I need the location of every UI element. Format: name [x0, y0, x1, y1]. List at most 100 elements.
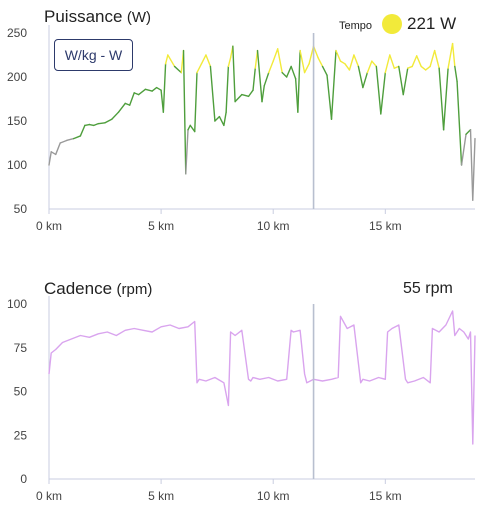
power-title-label: Puissance [44, 7, 123, 26]
power-line-segment [330, 49, 337, 120]
power-line-segment [79, 124, 86, 137]
power-line-segment [234, 93, 243, 103]
power-line-segment [344, 63, 351, 71]
power-line-segment [97, 122, 106, 125]
power-line-segment [362, 71, 369, 89]
x-tick-label: 15 km [369, 489, 402, 503]
power-line-segment [326, 74, 333, 120]
power-line-segment [389, 54, 395, 69]
power-line-segment [442, 67, 449, 131]
cadence-title-label: Cadence [44, 279, 113, 298]
power-line-segment [189, 124, 196, 133]
power-line-segment [196, 63, 203, 74]
cadence-line [48, 310, 476, 445]
power-line-segment [451, 42, 456, 68]
power-line-segment [59, 139, 68, 144]
power-line-segment [285, 65, 292, 78]
power-line-segment [194, 71, 198, 133]
power-line-segment [72, 135, 82, 140]
power-line-segment [133, 92, 140, 96]
power-line-segment [375, 65, 382, 115]
power-line-segment [290, 65, 297, 80]
power-line-segment [261, 85, 265, 103]
power-line-segment [469, 129, 474, 201]
power-line-segment [357, 65, 364, 89]
x-tick-label: 0 km [36, 489, 62, 503]
power-title-unit: (W) [126, 9, 152, 26]
power-line-segment [232, 45, 236, 103]
power-line-segment [402, 67, 409, 96]
power-title: Puissance (W) [44, 7, 151, 27]
power-line-segment [117, 102, 126, 113]
cadence-title-unit: (rpm) [116, 281, 153, 298]
power-line-segment [276, 48, 283, 74]
x-tick-label: 5 km [148, 219, 174, 233]
power-line-segment [411, 55, 418, 68]
power-line-segment [456, 80, 463, 166]
cadence-readout: 55 rpm [403, 280, 453, 297]
power-line-segment [297, 49, 301, 113]
x-tick-label: 0 km [36, 219, 62, 233]
power-line-segment [164, 54, 169, 65]
power-line-segment [88, 123, 95, 127]
power-line-segment [252, 67, 256, 91]
power-line-segment [182, 49, 187, 175]
power-line-segment [420, 65, 427, 71]
power-line-segment [93, 122, 100, 127]
power-line-segment [339, 60, 346, 65]
power-line-segment [353, 54, 360, 68]
power-line-segment [321, 65, 328, 76]
power-line-segment [317, 56, 324, 68]
power-line-segment [225, 65, 230, 113]
power-line-segment [173, 65, 182, 74]
power-line-segment [144, 88, 153, 92]
power-line-segment [129, 92, 135, 106]
power-line-segment [303, 63, 310, 74]
y-tick-label: 200 [7, 70, 27, 84]
power-line-segment [209, 65, 216, 122]
power-line-segment [438, 67, 445, 131]
y-tick-label: 50 [14, 385, 28, 399]
power-line-segment [366, 60, 373, 74]
power-line-segment [398, 65, 404, 96]
y-tick-label: 250 [7, 26, 27, 40]
power-line-segment [84, 123, 91, 127]
power-line-segment [167, 54, 176, 68]
power-line-segment [272, 48, 279, 62]
power-line-segment [104, 118, 113, 124]
power-line-segment [124, 102, 131, 106]
power-line-segment [460, 133, 467, 166]
cadence-title: Cadence (rpm) [44, 279, 152, 299]
x-tick-label: 10 km [257, 489, 290, 503]
power-line-segment [384, 54, 391, 74]
power-line-segment [335, 49, 342, 62]
power-line-segment [247, 89, 254, 98]
power-line-segment [227, 56, 232, 68]
power-line-segment [111, 111, 120, 120]
x-tick-label: 10 km [257, 219, 290, 233]
power-readout: 221 W [407, 14, 457, 33]
power-line-segment [454, 65, 458, 83]
x-tick-label: 5 km [148, 489, 174, 503]
power-line-segment [66, 137, 75, 142]
power-line-segment [162, 63, 167, 113]
power-line-segment [155, 86, 162, 91]
y-tick-label: 25 [14, 428, 28, 442]
zone-legend-dot-icon [382, 14, 402, 34]
power-line-segment [371, 60, 378, 68]
power-line-segment [380, 71, 387, 115]
power-line-segment [50, 151, 57, 156]
power-line-segment [137, 88, 147, 96]
power-line-segment [185, 129, 189, 175]
power-line-segment [433, 49, 440, 69]
y-tick-label: 75 [14, 341, 28, 355]
y-tick-label: 100 [7, 158, 27, 172]
power-line-segment [214, 115, 221, 122]
power-line-segment [55, 142, 61, 156]
power-line-segment [218, 115, 225, 127]
power-line-segment [393, 65, 400, 69]
y-tick-label: 100 [7, 297, 27, 311]
unit-toggle-button[interactable]: W/kg - W [54, 39, 133, 71]
power-line-segment [472, 137, 476, 201]
